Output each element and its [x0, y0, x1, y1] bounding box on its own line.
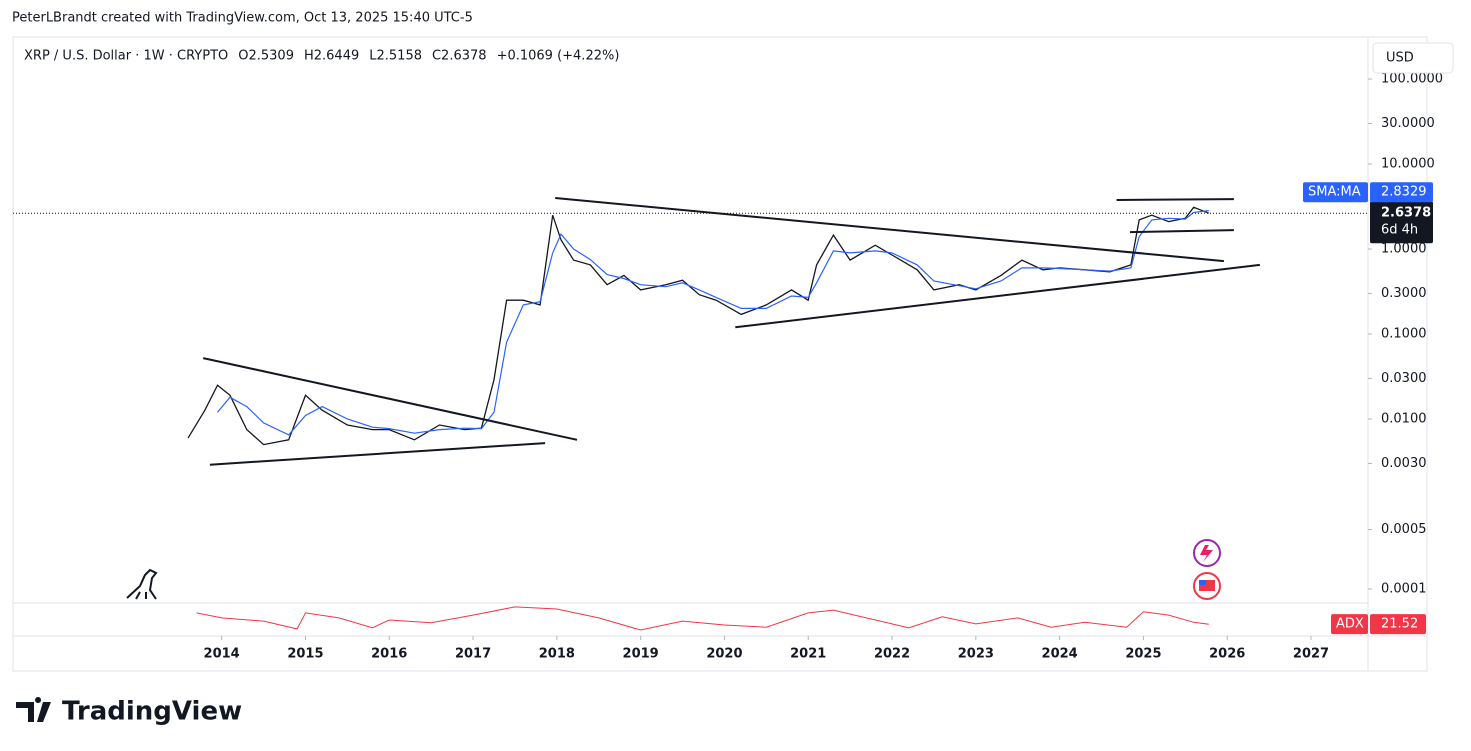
y-tick-label: 10.0000: [1381, 157, 1435, 172]
x-tick-label: 2017: [455, 647, 491, 662]
sma-value-tag: [1370, 182, 1433, 203]
sma-value: 2.8329: [1381, 185, 1427, 200]
adx-value-tag: [1370, 614, 1426, 635]
currency: USD: [1386, 51, 1414, 66]
sma-line: [217, 210, 1209, 436]
sma-name-tag: [1303, 182, 1368, 203]
adx-name-tag: [1331, 614, 1368, 635]
adx-name: ADX: [1336, 617, 1364, 632]
logo-mark: [16, 697, 51, 722]
trendline: [555, 197, 1224, 263]
currency-button[interactable]: [1372, 42, 1454, 74]
adx-value: 21.52: [1381, 617, 1418, 632]
x-tick-label: 2021: [790, 647, 826, 662]
ohlc-value: L2.5158: [369, 49, 422, 64]
y-tick-label: 0.0030: [1381, 456, 1427, 471]
adx-line: [196, 606, 1209, 631]
x-tick-label: 2016: [371, 647, 407, 662]
x-tick-label: 2027: [1293, 647, 1329, 662]
x-tick-label: 2026: [1209, 647, 1245, 662]
credit: PeterLBrandt created with TradingView.co…: [12, 11, 473, 26]
x-tick-label: 2023: [958, 647, 994, 662]
y-tick-label: 0.0005: [1381, 522, 1427, 537]
ohlc-value: C2.6378: [432, 49, 487, 64]
y-tick-label: 0.0300: [1381, 371, 1427, 386]
sma-name: SMA:MA: [1308, 185, 1361, 200]
trendline: [1129, 229, 1234, 234]
y-tick-label: 0.3000: [1381, 286, 1427, 301]
x-tick-label: 2014: [204, 647, 240, 662]
x-tick-label: 2020: [706, 647, 742, 662]
countdown: 6d 4h: [1381, 223, 1418, 238]
y-tick-label: 1.0000: [1381, 242, 1427, 257]
x-tick-label: 2018: [539, 647, 575, 662]
flag-icon: [1199, 580, 1215, 591]
brand: TradingView: [62, 697, 242, 727]
y-tick-label: 100.0000: [1381, 72, 1443, 87]
x-tick-label: 2015: [287, 647, 323, 662]
chart-frame: [12, 36, 1428, 672]
trendline: [1116, 198, 1234, 201]
y-tick-label: 0.0100: [1381, 412, 1427, 427]
trendline: [735, 263, 1261, 329]
x-tick-label: 2024: [1042, 647, 1078, 662]
x-tick-label: 2022: [874, 647, 910, 662]
x-tick-label: 2019: [623, 647, 659, 662]
legend: XRP / U.S. Dollar · 1W · CRYPTO O2.5309 H…: [24, 49, 619, 64]
x-tick-label: 2025: [1125, 647, 1161, 662]
change: +0.1069 (+4.22%): [497, 49, 620, 64]
symbol: XRP / U.S. Dollar · 1W · CRYPTO: [24, 49, 228, 64]
ohlc-value: H2.6449: [304, 49, 359, 64]
trendline: [209, 442, 546, 466]
dino-icon: [126, 568, 158, 600]
lightning-icon: [1200, 545, 1213, 562]
trendline: [202, 357, 578, 441]
y-tick-label: 30.0000: [1381, 116, 1435, 131]
y-tick-label: 0.0001: [1381, 581, 1427, 596]
flag-canton: [1199, 580, 1206, 585]
y-tick-label: 0.1000: [1381, 327, 1427, 342]
price-tag: [1370, 201, 1433, 244]
price-tag-value: 2.6378: [1381, 206, 1431, 221]
price-line: [187, 206, 1210, 446]
ohlc-value: O2.5309: [238, 49, 294, 64]
